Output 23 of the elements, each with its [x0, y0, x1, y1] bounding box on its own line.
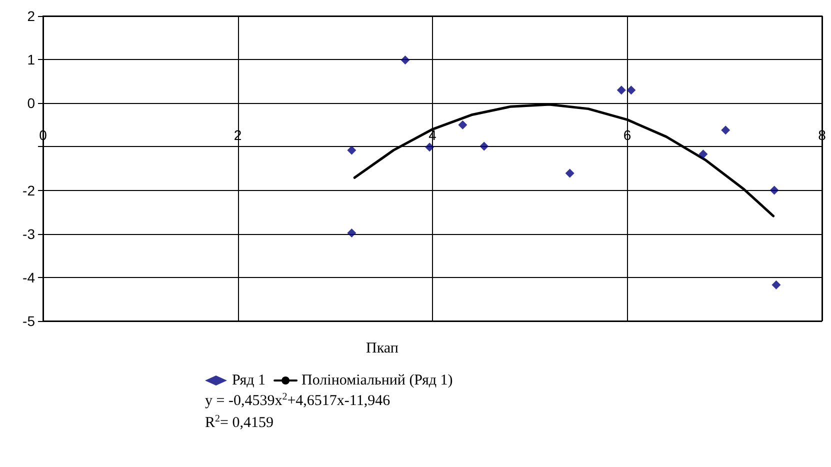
y-tick-label: -4 — [22, 269, 36, 286]
point — [616, 86, 626, 95]
point — [772, 280, 781, 290]
point — [565, 168, 574, 178]
legend-label: Поліноміальний (Ряд 1) — [302, 372, 453, 388]
y-tick-label: -2 — [22, 182, 36, 198]
y-tick-label: -3 — [22, 226, 36, 242]
point — [721, 126, 730, 135]
y-tick-label: 0 — [27, 95, 36, 112]
y-tick-label: 1 — [27, 52, 36, 68]
point — [626, 86, 636, 95]
point — [425, 142, 434, 152]
legend-label: Ряд 1 — [232, 372, 266, 388]
point — [480, 142, 489, 151]
point — [698, 150, 708, 159]
y-tick-label: 2 — [27, 8, 36, 24]
x-axis-title: Пкап — [366, 340, 398, 356]
point — [347, 146, 356, 155]
point — [770, 186, 779, 195]
point — [400, 56, 410, 65]
y-tick-label: -5 — [22, 313, 36, 329]
point — [458, 120, 468, 130]
point — [347, 228, 356, 238]
